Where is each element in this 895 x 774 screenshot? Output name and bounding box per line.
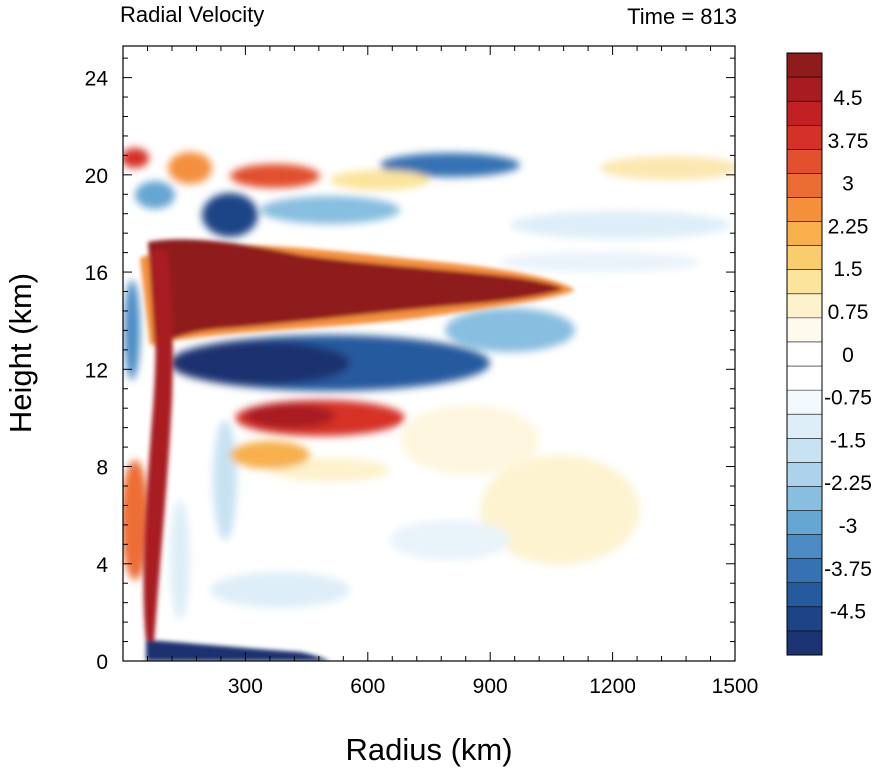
colorbar-swatch: [787, 486, 822, 512]
colorbar-swatch: [787, 414, 822, 439]
colorbar-label: 0.75: [828, 301, 869, 324]
inner-cool-column: [213, 420, 237, 540]
colorbar-swatch: [787, 390, 822, 415]
y-tick-label: 8: [96, 457, 108, 480]
colorbar-swatch: [787, 293, 822, 319]
mid-level-outflow-core: [245, 404, 335, 428]
colorbar-swatch: [787, 53, 822, 78]
colorbar-swatch: [787, 510, 822, 536]
upper-outflow-band: [230, 164, 320, 188]
colorbar-swatch: [787, 125, 822, 150]
x-axis-ticks: 300 600 900 1200 1500: [146, 46, 759, 698]
colorbar-swatch: [787, 438, 822, 463]
upper-inflow-band: [380, 153, 520, 177]
colorbar-label: -1.5: [830, 429, 866, 452]
colorbar-swatch: [787, 77, 822, 102]
colorbar-label: -2.25: [824, 472, 872, 495]
colorbar-swatch: [787, 630, 822, 656]
low-cool-patch-2: [390, 520, 510, 560]
colorbar-swatch: [787, 582, 822, 608]
colorbar-swatch: [787, 245, 822, 271]
colorbar-label: -4.5: [830, 601, 866, 624]
y-tick-label: 0: [96, 651, 108, 674]
colorbar-frame: [786, 52, 823, 656]
colorbar-label: 1.5: [833, 258, 862, 281]
x-tick-label: 300: [228, 675, 263, 698]
x-tick-label: 1200: [589, 675, 636, 698]
boundary-layer-inflow: [146, 640, 330, 661]
left-edge-inflow: [124, 280, 140, 380]
x-tick-label: 1500: [712, 675, 759, 698]
colorbar-swatch: [787, 101, 822, 126]
colorbar-swatch: [787, 221, 822, 247]
velocity-field: [123, 148, 735, 661]
colorbar-label: 3: [842, 173, 854, 196]
upper-outflow-band-3: [123, 148, 149, 168]
upper-right-cool-band-2: [500, 252, 700, 272]
x-axis-label: Radius (km): [345, 732, 512, 767]
colorbar-swatch: [787, 149, 822, 174]
colorbar-label: 0: [842, 344, 854, 367]
colorbar-label: -0.75: [824, 387, 872, 410]
upper-outflow-band-2: [168, 152, 212, 184]
colorbar-label: -3: [839, 515, 858, 538]
colorbar-labels: 4.5 3.75 3 2.25 1.5 0.75 0 -0.75 -1.5 -2.25 -3 -3.7…: [824, 87, 872, 624]
y-axis-ticks: 0 4 8 12 16 20 24: [85, 57, 735, 674]
colorbar-swatch: [787, 462, 822, 487]
title-right: Time = 813: [627, 4, 737, 29]
y-axis-label: Height (km): [3, 273, 38, 433]
colorbar-swatch: [787, 173, 822, 198]
colorbar-label: 4.5: [833, 87, 862, 110]
outflow-jet: [148, 239, 563, 348]
colorbar-swatch: [787, 197, 822, 223]
return-inflow-outer: [445, 308, 575, 352]
upper-right-warm-band: [600, 156, 735, 180]
inner-cool-column-2: [170, 500, 190, 620]
colorbar-label: -3.75: [824, 558, 872, 581]
lower-left-outflow: [123, 460, 149, 580]
title-left: Radial Velocity: [120, 2, 264, 27]
return-inflow-core: [170, 341, 350, 385]
upper-inflow-band-2: [260, 196, 400, 224]
colorbar-label: 2.25: [828, 215, 869, 238]
colorbar-swatch: [787, 317, 822, 343]
plot-frame: [122, 45, 736, 662]
upper-inflow-band-3: [202, 193, 258, 237]
colorbar-swatch: [787, 366, 822, 391]
colorbar-swatch: [787, 558, 822, 584]
colorbar-swatch: [787, 269, 822, 295]
eyewall-column: [143, 250, 173, 642]
y-tick-label: 16: [85, 262, 108, 285]
outer-warm-patch-2: [400, 405, 540, 475]
mid-level-outflow-tail: [230, 441, 310, 469]
colorbar-swatch: [787, 606, 822, 632]
x-tick-label: 600: [350, 675, 385, 698]
colorbar-swatch: [787, 534, 822, 560]
upper-right-cool-band: [510, 211, 730, 239]
low-cool-patch: [210, 572, 350, 608]
y-tick-label: 24: [85, 68, 109, 91]
x-tick-label: 900: [473, 675, 508, 698]
y-tick-label: 12: [85, 359, 108, 382]
colorbar-label: 3.75: [828, 130, 869, 153]
upper-faint-band: [330, 170, 430, 190]
outer-warm-patch: [480, 455, 640, 565]
upper-inflow-band-4: [135, 181, 175, 209]
y-tick-label: 4: [96, 554, 108, 577]
y-tick-label: 20: [85, 165, 108, 188]
colorbar-swatch: [787, 341, 822, 367]
colorbar: [786, 52, 823, 656]
